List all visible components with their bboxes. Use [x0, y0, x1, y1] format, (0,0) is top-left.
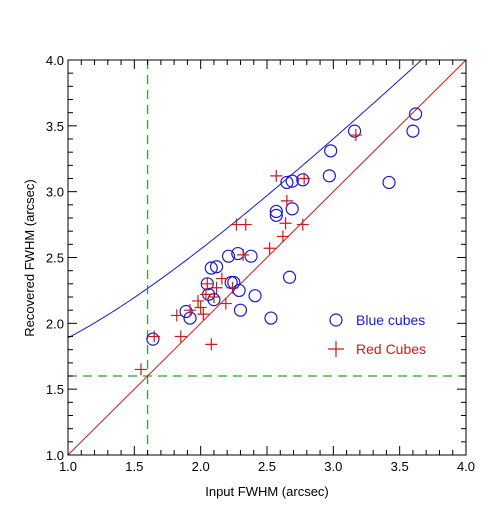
legend-blue-marker	[329, 313, 343, 327]
blue-cube-point	[146, 332, 160, 346]
red-cube-point	[276, 230, 289, 243]
red-cube-point	[205, 338, 218, 351]
red-cube-point	[349, 129, 362, 142]
y-tick-label: 4.0	[46, 53, 64, 68]
legend-blue-label: Blue cubes	[356, 312, 425, 328]
red-cube-point	[148, 330, 161, 343]
red-cube-point	[134, 363, 147, 376]
red-cube-point	[296, 218, 309, 231]
blue-cube-point	[280, 175, 294, 190]
x-tick-label: 4.0	[457, 459, 475, 474]
blue-cube-point	[296, 173, 310, 187]
blue-cube-point	[285, 202, 299, 216]
red-cube-point	[184, 304, 197, 317]
blue-cube-point	[231, 246, 245, 261]
red-cube-point	[199, 288, 212, 301]
y-axis-title: Recovered FWHM (arcsec)	[22, 179, 37, 336]
x-tick-label: 3.0	[324, 459, 342, 474]
red-cube-point	[270, 169, 283, 182]
legend-red-label: Red Cubes	[356, 341, 426, 357]
blue-cube-point	[233, 303, 248, 317]
red-cube-point	[174, 330, 187, 343]
red-cube-point	[201, 277, 214, 290]
blue-model-curve	[68, 60, 423, 339]
red-cube-point	[219, 297, 232, 310]
blue-cube-point	[269, 208, 283, 222]
red-cube-point	[215, 272, 228, 285]
blue-cube-point	[322, 169, 336, 183]
blue-cube-point	[285, 174, 299, 188]
x-tick-label: 2.0	[192, 459, 210, 474]
x-axis-title: Input FWHM (arcsec)	[205, 484, 329, 499]
red-cube-point	[298, 172, 311, 185]
red-cube-point	[194, 301, 207, 314]
x-tick-label: 3.5	[391, 459, 409, 474]
red-cube-point	[279, 217, 292, 230]
red-cube-point	[210, 281, 223, 294]
blue-cube-point	[382, 175, 396, 190]
red-cube-point	[263, 242, 276, 255]
red-cube-point	[280, 194, 293, 207]
blue-cube-point	[209, 260, 224, 274]
blue-cube-point	[269, 204, 283, 219]
y-tick-label: 1.0	[46, 448, 64, 463]
x-tick-label: 1.5	[125, 459, 143, 474]
blue-cube-point	[204, 261, 218, 275]
red-cube-point	[239, 218, 252, 231]
red-cube-point	[237, 248, 250, 261]
y-tick-label: 2.5	[46, 251, 64, 266]
red-cube-point	[207, 291, 220, 303]
legend-red-marker	[328, 341, 344, 357]
red-cube-point	[170, 309, 183, 322]
x-tick-label: 1.0	[59, 459, 77, 474]
y-tick-label: 1.5	[46, 382, 64, 397]
blue-cube-point	[179, 304, 193, 319]
blue-cube-point	[244, 249, 258, 263]
blue-cube-point	[347, 124, 362, 138]
x-tick-label: 2.5	[258, 459, 276, 474]
y-tick-label: 3.0	[46, 185, 64, 200]
blue-cube-point	[406, 124, 420, 138]
red-identity-line	[68, 60, 466, 455]
red-cube-point	[226, 281, 239, 294]
blue-cube-point	[221, 249, 236, 263]
blue-cube-point	[282, 270, 297, 284]
blue-cube-point	[232, 283, 246, 298]
blue-cube-point	[248, 289, 262, 303]
y-tick-label: 2.0	[46, 316, 64, 331]
blue-cube-point	[264, 311, 278, 325]
red-cube-point	[197, 308, 210, 321]
y-tick-label: 3.5	[46, 119, 64, 134]
blue-cube-point	[408, 107, 423, 121]
blue-cube-point	[324, 144, 338, 158]
red-cube-point	[192, 294, 205, 307]
